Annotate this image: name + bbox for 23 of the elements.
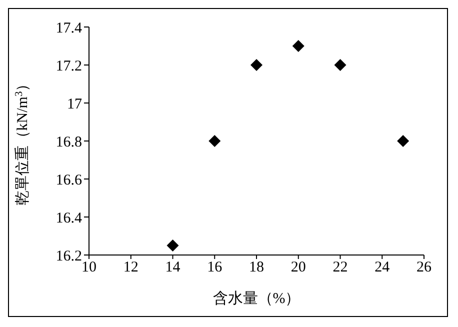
point bbox=[397, 135, 410, 147]
x-tick-label: 22 bbox=[332, 260, 348, 276]
point bbox=[250, 59, 262, 71]
x-tick-label: 10 bbox=[82, 260, 96, 276]
x-axis-title: 含水量（%） bbox=[212, 290, 300, 307]
point bbox=[208, 135, 221, 147]
y-tick-label: 16.2 bbox=[56, 248, 82, 264]
y-tick-label: 17.4 bbox=[56, 20, 82, 36]
y-tick-label: 16.8 bbox=[56, 134, 82, 150]
x-tick-label: 18 bbox=[249, 260, 264, 276]
x-tick-label: 14 bbox=[165, 260, 181, 276]
y-tick-label: 16.6 bbox=[56, 172, 82, 188]
x-tick-label: 20 bbox=[290, 260, 306, 276]
point bbox=[334, 59, 346, 71]
x-tick-label: 24 bbox=[374, 260, 390, 276]
point bbox=[166, 240, 179, 252]
y-tick-label: 17.2 bbox=[56, 58, 82, 74]
x-tick-label: 12 bbox=[123, 260, 138, 276]
x-tick-label: 16 bbox=[207, 260, 223, 276]
y-tick-label: 17 bbox=[67, 96, 82, 112]
y-tick-label: 16.4 bbox=[56, 210, 82, 226]
point bbox=[292, 40, 304, 52]
x-tick-label: 26 bbox=[416, 260, 432, 276]
